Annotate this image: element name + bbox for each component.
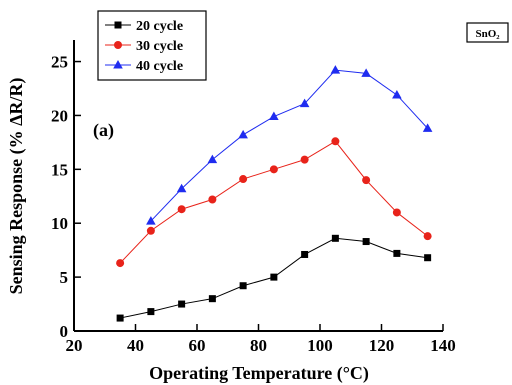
material-badge: SnO₂ bbox=[466, 22, 509, 43]
series-line-1 bbox=[119, 140, 428, 264]
series-2 bbox=[146, 65, 433, 225]
data-point-1-8 bbox=[362, 176, 371, 185]
x-axis-title: Operating Temperature (°C) bbox=[149, 363, 369, 384]
data-point-1-10 bbox=[423, 232, 432, 241]
legend: 20 cycle 30 cycle 40 cycle bbox=[97, 10, 207, 81]
legend-marker-1 bbox=[114, 41, 122, 49]
x-tick-label-4: 100 bbox=[307, 336, 333, 355]
x-tick-label-0: 20 bbox=[66, 336, 83, 355]
data-point-0-3 bbox=[208, 295, 216, 303]
material-badge-box bbox=[466, 22, 509, 43]
legend-marker-0 bbox=[114, 21, 122, 29]
data-point-1-5 bbox=[269, 165, 278, 174]
data-point-0-1 bbox=[147, 308, 155, 316]
material-label: SnO₂ bbox=[475, 28, 500, 40]
y-tick-label-2: 10 bbox=[51, 214, 68, 233]
data-point-2-5 bbox=[299, 98, 310, 108]
panel-label: (a) bbox=[93, 120, 114, 141]
data-point-1-9 bbox=[392, 208, 401, 217]
series-0 bbox=[116, 234, 432, 322]
data-point-0-10 bbox=[424, 254, 432, 262]
x-tick-label-6: 140 bbox=[430, 336, 456, 355]
legend-marker-2 bbox=[113, 60, 123, 69]
x-tick-label-2: 60 bbox=[189, 336, 206, 355]
ticks: 20 40 60 80 100 120 140 0 5 10 15 20 25 bbox=[51, 53, 456, 355]
x-tick-label-3: 80 bbox=[250, 336, 267, 355]
data-point-0-9 bbox=[393, 249, 401, 257]
data-point-1-2 bbox=[177, 205, 186, 214]
series-1 bbox=[116, 137, 432, 268]
data-point-0-2 bbox=[178, 300, 186, 308]
data-point-2-6 bbox=[330, 65, 341, 74]
data-point-1-6 bbox=[300, 155, 309, 164]
data-point-1-3 bbox=[208, 195, 217, 204]
data-point-2-4 bbox=[269, 111, 279, 121]
x-tick-label-1: 40 bbox=[127, 336, 144, 355]
data-point-1-1 bbox=[146, 226, 155, 235]
legend-label-2: 40 cycle bbox=[136, 59, 183, 74]
data-point-2-7 bbox=[361, 68, 371, 77]
data-point-1-0 bbox=[116, 259, 125, 268]
data-point-0-4 bbox=[239, 282, 247, 290]
data-point-1-7 bbox=[331, 137, 340, 146]
data-point-2-0 bbox=[146, 216, 156, 225]
data-point-0-8 bbox=[362, 238, 370, 246]
y-tick-label-4: 20 bbox=[51, 106, 68, 125]
y-axis-title: Sensing Response (% ΔR/R) bbox=[6, 78, 27, 295]
x-tick-label-5: 120 bbox=[369, 336, 395, 355]
y-tick-label-3: 15 bbox=[51, 160, 68, 179]
data-point-0-0 bbox=[116, 314, 124, 322]
data-point-0-7 bbox=[331, 234, 339, 242]
data-point-2-8 bbox=[392, 89, 402, 99]
y-tick-label-1: 5 bbox=[60, 268, 69, 287]
y-tick-label-0: 0 bbox=[60, 322, 69, 341]
series bbox=[116, 65, 433, 322]
data-point-2-1 bbox=[176, 183, 187, 193]
data-point-0-6 bbox=[301, 250, 309, 258]
data-point-2-3 bbox=[238, 129, 248, 139]
data-point-0-5 bbox=[270, 273, 278, 281]
data-point-2-9 bbox=[422, 123, 433, 132]
data-point-1-4 bbox=[239, 175, 248, 184]
axes bbox=[73, 40, 443, 332]
data-point-2-2 bbox=[207, 154, 218, 164]
series-line-2 bbox=[150, 69, 428, 222]
y-tick-label-5: 25 bbox=[51, 53, 68, 72]
legend-label-0: 20 cycle bbox=[136, 19, 183, 34]
legend-label-1: 30 cycle bbox=[136, 39, 183, 54]
